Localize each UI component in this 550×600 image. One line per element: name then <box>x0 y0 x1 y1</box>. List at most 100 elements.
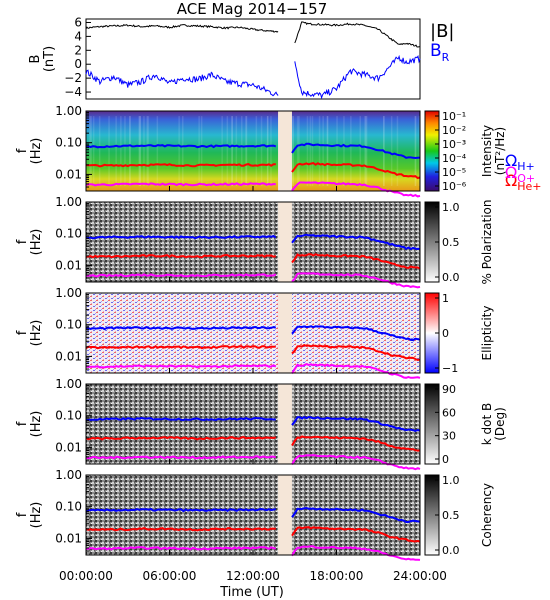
panel-ellipticity-ytick-label: 0.10 <box>55 318 82 332</box>
panel-magnetic-field-ytick-label: 4 <box>74 29 82 43</box>
series-line-B-radial <box>85 69 279 97</box>
panel-intensity-streak <box>139 116 141 186</box>
series-line-B-magnitude <box>85 24 279 33</box>
legend-B-radial-subscript: R <box>442 51 450 64</box>
time-axis-label: Time (UT) <box>219 585 284 600</box>
panel-intensity-streak <box>200 116 203 186</box>
panel-intensity-streak <box>350 116 352 186</box>
colorbar-k-dot-b-tick-label: 90 <box>442 383 456 396</box>
panel-intensity-streak <box>311 116 314 186</box>
panel-intensity-streak <box>260 116 263 186</box>
panel-polarization-ylabel-symbol: f <box>15 239 30 244</box>
colorbar-polarization-title: % Polarization <box>480 200 494 285</box>
panel-intensity-streak <box>129 116 131 186</box>
colorbar-intensity <box>424 110 440 192</box>
panel-ellipticity-ytick-label: 1.00 <box>55 286 82 300</box>
cyclotron-line-He-post-gap <box>291 526 421 543</box>
panel-intensity-streak <box>270 116 272 186</box>
legend-omega-He-symbol: Ω <box>505 171 517 190</box>
panel-ellipticity: 1.00 0.10 0.01 f (Hz) 1 0 −1 Ellipticity <box>15 286 494 379</box>
colorbar-k-dot-b-tick-label: 60 <box>442 406 456 419</box>
cyclotron-line-He-pre-gap <box>85 436 277 441</box>
panel-intensity: 1.00 0.10 0.01 f (Hz) 10⁻¹10⁻²10⁻³10⁻⁴10⁻⁵10⁻… <box>15 104 507 198</box>
panel-intensity-streak <box>245 116 248 186</box>
colorbar-k-dot-b-tick-label: 30 <box>442 430 456 443</box>
panel-ellipticity-ylabel-symbol: f <box>15 330 30 335</box>
colorbar-ellipticity-tick-label: 0 <box>442 327 449 340</box>
colorbar-coherency-tick-label: 0.0 <box>442 544 460 557</box>
panel-intensity-streak <box>198 116 200 186</box>
time-axis-tick-label: 12:00:00 <box>226 569 280 583</box>
panel-ellipticity-ylabel-unit: (Hz) <box>29 320 44 347</box>
panel-intensity-streak <box>327 116 329 186</box>
panel-intensity-streak <box>182 116 184 186</box>
panel-magnetic-field-ytick-label: 6 <box>74 15 82 29</box>
legend-omega-H-subscript: H+ <box>517 160 535 173</box>
panel-intensity-streak <box>235 116 238 186</box>
panel-magnetic-field-series <box>85 21 421 100</box>
panel-coherency: 1.00 0.10 0.01 f (Hz) 1.0 0.5 0.0 Coherency <box>15 468 494 561</box>
cyclotron-line-O-post-gap <box>291 272 421 289</box>
frequency-panels: 1.000.100.01f (Hz)10⁻¹10⁻²10⁻³10⁻⁴10⁻⁵10⁻… <box>15 104 507 561</box>
panel-intensity-streak <box>364 116 366 186</box>
panel-intensity-streak <box>226 116 229 186</box>
panel-intensity-streak <box>92 116 95 186</box>
legend-B-radial-symbol: B <box>430 41 442 61</box>
panel-intensity-streak <box>120 116 122 186</box>
panel-intensity-streak <box>241 116 243 186</box>
time-axis: 00:00:00 06:00:00 12:00:00 18:00:00 24:00:00 <box>59 569 447 583</box>
panel-ellipticity-ytick-label: 0.01 <box>55 349 82 363</box>
panel-intensity-image <box>86 111 420 191</box>
cyclotron-line-H-pre-gap <box>85 507 277 513</box>
colorbar-intensity-tick-label: 10⁻⁵ <box>442 166 466 179</box>
panel-magnetic-field-ytick-label: −2 <box>64 71 82 85</box>
panel-coherency-ylabel-symbol: f <box>15 512 30 517</box>
panel-intensity-streak <box>147 116 150 186</box>
panel-intensity-streak <box>143 116 145 186</box>
colorbar-polarization-tick-label: 1.0 <box>442 201 460 214</box>
panel-intensity-streak <box>306 116 309 186</box>
panel-magnetic-field-ytick-label: 2 <box>74 43 82 57</box>
panel-intensity-streak <box>139 116 141 186</box>
cyclotron-line-H-pre-gap <box>85 325 276 331</box>
panel-magnetic-field-ylabel-unit: (nT) <box>42 46 57 72</box>
cyclotron-line-O-post-gap <box>291 545 421 561</box>
panel-intensity-streak <box>415 116 417 186</box>
cyclotron-line-O-post-gap <box>291 454 421 471</box>
legend-omega-He: ΩHe+ <box>505 171 542 193</box>
cyclotron-line-O-pre-gap <box>85 546 277 551</box>
series-line-B-magnitude <box>294 21 420 48</box>
panel-intensity-streak <box>138 116 140 186</box>
cyclotron-line-O-pre-gap <box>85 364 277 369</box>
panel-magnetic-field-ylabel-symbol: B <box>28 55 43 64</box>
cyclotron-line-H-post-gap <box>291 506 421 523</box>
cyclotron-line-H-pre-gap <box>85 416 276 422</box>
panel-intensity-streak <box>309 116 312 186</box>
panel-coherency-image <box>86 475 420 555</box>
panel-polarization: 1.00 0.10 0.01 f (Hz) 1.0 0.5 0.0 % Polarization <box>15 195 494 289</box>
panel-k-dot-b-ytick-label: 1.00 <box>55 377 82 391</box>
cyclotron-line-He-pre-gap <box>86 254 277 259</box>
panel-k-dot-b-ytick-label: 0.01 <box>55 440 82 454</box>
figure-title: ACE Mag 2014−157 <box>177 0 328 18</box>
panel-ellipticity-image <box>86 293 420 373</box>
panel-intensity-streak <box>359 116 361 186</box>
panel-intensity-ytick-label: 0.10 <box>55 136 82 150</box>
panel-intensity-streak <box>231 116 233 186</box>
legend-B-radial: BR <box>430 41 450 64</box>
panel-k-dot-b-ytick-label: 0.10 <box>55 409 82 423</box>
cyclotron-legend: ΩH+ ΩHe+ ΩO+ <box>505 151 542 193</box>
colorbar-k-dot-b-unit: (Deg) <box>493 407 507 441</box>
cyclotron-line-O-post-gap <box>291 181 421 198</box>
panel-intensity-streak <box>267 116 269 186</box>
colorbar-k-dot-b-tick-label: 0 <box>442 453 449 466</box>
panel-intensity-streak <box>396 116 399 186</box>
panel-intensity-streak <box>89 116 91 186</box>
colorbar-polarization-tick-label: 0.5 <box>442 236 460 249</box>
colorbar-ellipticity-title: Ellipticity <box>480 306 494 361</box>
panel-intensity-data-gap <box>278 111 292 191</box>
panel-k-dot-b-data-gap <box>278 384 292 464</box>
colorbar-intensity-title: Intensity <box>480 125 494 177</box>
cyclotron-line-H-post-gap <box>291 233 421 251</box>
